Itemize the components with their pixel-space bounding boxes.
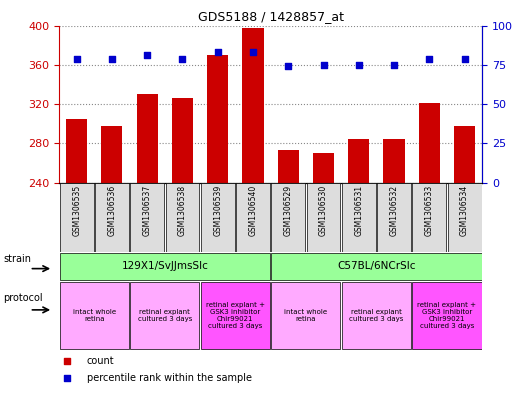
Point [64,375,72,381]
Text: intact whole
retina: intact whole retina [73,309,116,322]
Bar [271,253,482,279]
Bar [172,98,193,183]
Text: retinal explant
cultured 3 days: retinal explant cultured 3 days [137,309,192,322]
Text: GSM1306534: GSM1306534 [460,185,469,236]
Bar [313,153,334,183]
Text: GSM1306538: GSM1306538 [178,185,187,236]
Point [354,62,363,68]
Bar [448,183,482,252]
Text: GSM1306529: GSM1306529 [284,185,293,236]
Bar [95,183,129,252]
Bar [101,126,123,183]
Text: GSM1306536: GSM1306536 [107,185,116,236]
Text: strain: strain [3,254,31,264]
Point [213,49,222,55]
Text: GSM1306537: GSM1306537 [143,185,152,236]
Point [179,55,187,62]
Bar [377,183,411,252]
Bar [60,282,129,349]
Bar [412,282,482,349]
Point [72,55,81,62]
Bar [342,183,376,252]
Bar [278,150,299,183]
Point [249,49,257,55]
Bar [383,139,405,183]
Text: GSM1306540: GSM1306540 [248,185,258,236]
Bar [201,183,234,252]
Text: intact whole
retina: intact whole retina [284,309,327,322]
Bar [136,94,157,183]
Bar [454,126,475,183]
Text: GSM1306533: GSM1306533 [425,185,434,236]
Point [320,62,328,68]
Text: C57BL/6NCrSlc: C57BL/6NCrSlc [337,261,416,271]
Title: GDS5188 / 1428857_at: GDS5188 / 1428857_at [198,10,344,23]
Bar [271,282,341,349]
Text: GSM1306539: GSM1306539 [213,185,222,236]
Bar [166,183,200,252]
Text: retinal explant +
GSK3 inhibitor
Chir99021
cultured 3 days: retinal explant + GSK3 inhibitor Chir990… [206,302,265,329]
Bar [60,253,270,279]
Text: count: count [87,356,114,366]
Point [390,62,398,68]
Text: percentile rank within the sample: percentile rank within the sample [87,373,251,383]
Point [425,55,433,62]
Bar [412,183,446,252]
Bar [271,183,305,252]
Bar [242,28,264,183]
Text: retinal explant
cultured 3 days: retinal explant cultured 3 days [349,309,404,322]
Text: GSM1306532: GSM1306532 [389,185,399,236]
Bar [307,183,341,252]
Point [108,55,116,62]
Text: GSM1306530: GSM1306530 [319,185,328,236]
Bar [66,119,87,183]
Point [461,55,469,62]
Bar [236,183,270,252]
Point [143,52,151,59]
Bar [201,282,270,349]
Text: retinal explant +
GSK3 inhibitor
Chir99021
cultured 3 days: retinal explant + GSK3 inhibitor Chir990… [418,302,477,329]
Text: GSM1306535: GSM1306535 [72,185,81,236]
Bar [207,55,228,183]
Bar [348,139,369,183]
Text: GSM1306531: GSM1306531 [354,185,363,236]
Bar [130,183,164,252]
Bar [342,282,411,349]
Bar [130,282,200,349]
Point [64,358,72,364]
Bar [60,183,93,252]
Point [284,63,292,70]
Bar [419,103,440,183]
Text: protocol: protocol [3,293,43,303]
Text: 129X1/SvJJmsSlc: 129X1/SvJJmsSlc [122,261,208,271]
